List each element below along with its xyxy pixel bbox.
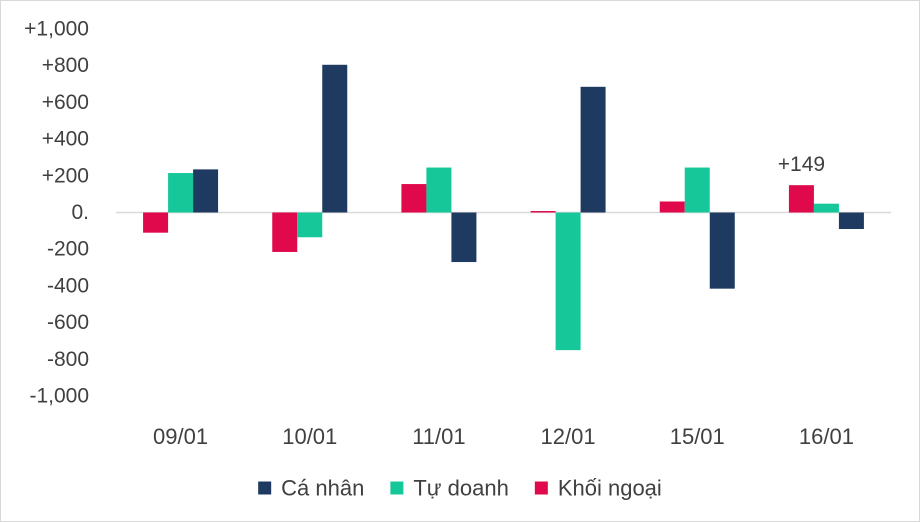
- legend-label: Cá nhân: [281, 476, 364, 501]
- legend-swatch-tự-doanh: [390, 481, 404, 495]
- bar-tự-doanh-11/01: [426, 167, 452, 213]
- y-tick-label: -1,000: [29, 385, 89, 408]
- bar-khối-ngoại-09/01: [143, 212, 169, 233]
- bar-khối-ngoại-10/01: [272, 212, 298, 252]
- legend-swatch-cá-nhân: [258, 481, 272, 495]
- bars: [143, 64, 864, 351]
- y-tick-label: +600: [42, 91, 89, 114]
- x-tick-label: 11/01: [412, 424, 465, 449]
- bar-tự-doanh-09/01: [168, 173, 194, 213]
- x-tick-label: 16/01: [799, 424, 854, 449]
- bar-khối-ngoại-15/01: [659, 201, 685, 213]
- legend: Cá nhân Tự doanh Khối ngoại: [258, 476, 662, 501]
- bar-cá-nhân-11/01: [451, 212, 477, 263]
- x-axis-ticks: 09/01 10/01 11/01 12/01 15/01 16/01: [153, 424, 854, 449]
- legend-label: Khối ngoại: [558, 476, 662, 501]
- y-tick-label: +1,000: [24, 18, 89, 41]
- y-tick-label: 0.: [71, 201, 89, 224]
- legend-swatch-khối-ngoại: [534, 481, 548, 495]
- legend-label: Tự doanh: [413, 476, 508, 501]
- y-tick-label: -400: [47, 274, 89, 297]
- y-tick-label: +400: [42, 128, 89, 151]
- y-tick-label: -800: [47, 348, 89, 371]
- y-tick-label: +800: [42, 54, 89, 77]
- bar-khối-ngoại-11/01: [401, 184, 427, 213]
- bar-cá-nhân-15/01: [709, 212, 735, 289]
- bar-tự-doanh-15/01: [684, 167, 710, 213]
- x-tick-label: 12/01: [541, 424, 596, 449]
- y-axis-ticks: +1,000 +800 +600 +400 +200 0. -200 -400 -600 -800…: [24, 18, 89, 408]
- bar-cá-nhân-10/01: [322, 64, 348, 213]
- x-tick-label: 10/01: [282, 424, 337, 449]
- data-label-annotation: +149: [778, 153, 825, 176]
- y-tick-label: -200: [47, 238, 89, 261]
- y-tick-label: +200: [42, 164, 89, 187]
- bar-khối-ngoại-16/01: [788, 185, 814, 213]
- x-tick-label: 15/01: [670, 424, 725, 449]
- bar-tự-doanh-10/01: [297, 212, 323, 238]
- bar-cá-nhân-16/01: [838, 212, 864, 230]
- annotations: +149: [778, 153, 825, 176]
- bar-khối-ngoại-12/01: [530, 211, 556, 213]
- y-tick-label: -600: [47, 311, 89, 334]
- x-tick-label: 09/01: [153, 424, 208, 449]
- bar-cá-nhân-12/01: [580, 86, 606, 213]
- bar-tự-doanh-16/01: [813, 203, 839, 213]
- bar-tự-doanh-12/01: [555, 212, 581, 351]
- bar-cá-nhân-09/01: [193, 169, 219, 213]
